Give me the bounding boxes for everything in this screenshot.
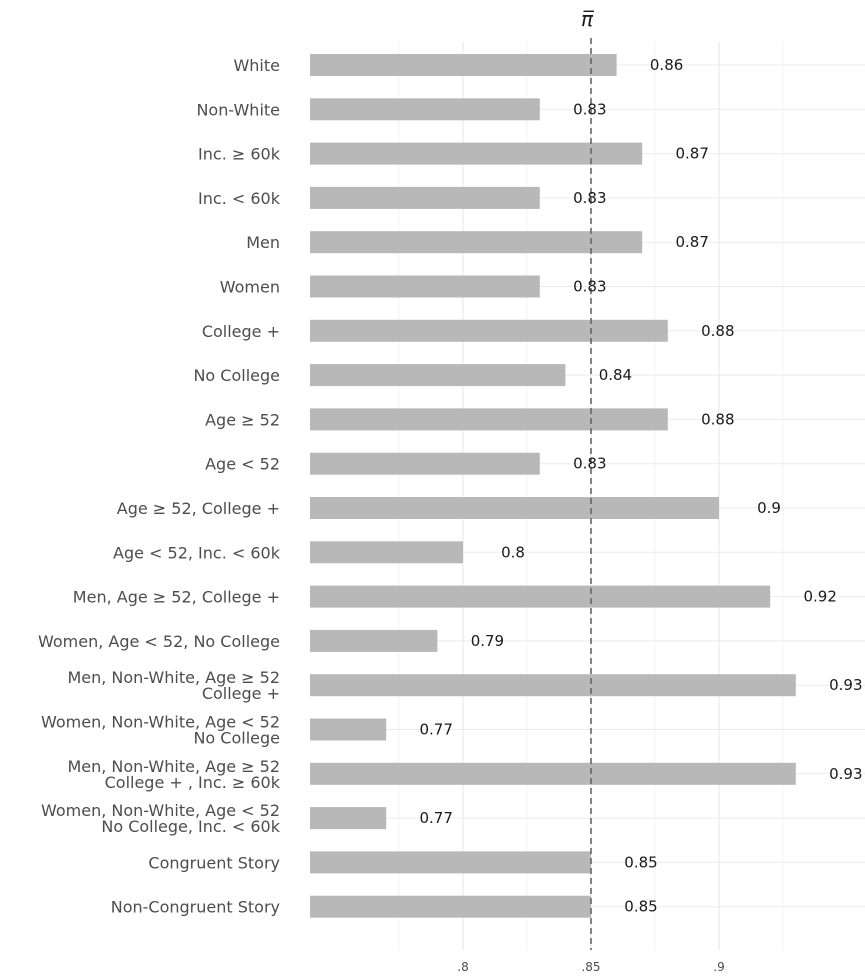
data-label: 0.92	[803, 588, 836, 606]
data-label: 0.93	[829, 676, 862, 694]
category-label: Age ≥ 52	[205, 410, 280, 429]
data-label: 0.83	[573, 455, 606, 473]
data-label: 0.77	[419, 721, 452, 739]
data-label: 0.77	[419, 809, 452, 827]
category-label: Non-Congruent Story	[111, 898, 280, 917]
bars	[310, 54, 796, 918]
category-label: Age < 52, Inc. < 60k	[113, 543, 281, 562]
bar	[310, 807, 387, 830]
x-tick-labels: .8 .85 .9	[457, 960, 724, 974]
category-label: Women	[220, 278, 280, 297]
data-label: 0.88	[701, 410, 734, 428]
category-labels: White Non-White Inc. ≥ 60k Inc. < 60k Men Wom…	[38, 56, 281, 917]
category-label: Men, Age ≥ 52, College +	[73, 588, 280, 607]
category-label: College +	[202, 322, 280, 341]
category-label: Congruent Story	[148, 853, 280, 872]
data-label: 0.9	[757, 499, 781, 517]
data-label: 0.85	[624, 853, 657, 871]
data-label: 0.88	[701, 322, 734, 340]
category-label: White	[233, 56, 280, 75]
bar	[310, 674, 796, 697]
value-labels: 0.86 0.83 0.87 0.83 0.87 0.83 0.88 0.84 0.88 0.83…	[419, 56, 862, 916]
bar	[310, 895, 591, 918]
category-label: Inc. ≥ 60k	[198, 145, 281, 164]
data-label: 0.84	[599, 366, 632, 384]
category-label: Women, Non-White, Age < 52 No College	[41, 713, 280, 748]
data-label: 0.87	[675, 233, 708, 251]
category-label: Men, Non-White, Age ≥ 52 College + , Inc.…	[67, 757, 280, 792]
bar	[310, 718, 387, 741]
data-label: 0.8	[501, 543, 525, 561]
bar	[310, 497, 719, 519]
data-label: 0.83	[573, 189, 606, 207]
x-tick-label: .85	[581, 960, 600, 974]
bar	[310, 275, 540, 298]
data-label: 0.86	[650, 56, 683, 74]
bar	[310, 186, 540, 209]
category-label: Inc. < 60k	[198, 189, 281, 208]
category-label: Men	[246, 233, 280, 252]
data-label: 0.83	[573, 100, 606, 118]
bar	[310, 364, 566, 387]
category-label: Non-White	[196, 100, 280, 119]
category-label: Women, Non-White, Age < 52 No College, In…	[41, 801, 281, 836]
data-label: 0.79	[471, 632, 504, 650]
bar	[310, 541, 463, 564]
bar	[310, 851, 591, 874]
reference-line-group: π̅	[581, 7, 595, 950]
category-label: No College	[193, 366, 280, 385]
data-label: 0.93	[829, 765, 862, 783]
reference-line-label: π̅	[581, 7, 595, 31]
data-label: 0.87	[675, 145, 708, 163]
data-label: 0.83	[573, 278, 606, 296]
bar	[310, 54, 617, 76]
x-tick-label: .8	[457, 960, 468, 974]
bar	[310, 142, 643, 165]
bar	[310, 319, 668, 342]
category-label: Age < 52	[205, 455, 280, 474]
bar	[310, 98, 540, 121]
bar	[310, 231, 643, 254]
x-tick-label: .9	[713, 960, 724, 974]
grid-lines	[310, 42, 865, 950]
bar	[310, 452, 540, 475]
bar	[310, 762, 796, 785]
category-label: Age ≥ 52, College +	[117, 499, 280, 518]
bar	[310, 629, 438, 652]
category-label: Men, Non-White, Age ≥ 52 College +	[67, 668, 280, 703]
bar	[310, 408, 668, 431]
category-label: Women, Age < 52, No College	[38, 632, 280, 651]
bar	[310, 585, 771, 608]
data-label: 0.85	[624, 898, 657, 916]
